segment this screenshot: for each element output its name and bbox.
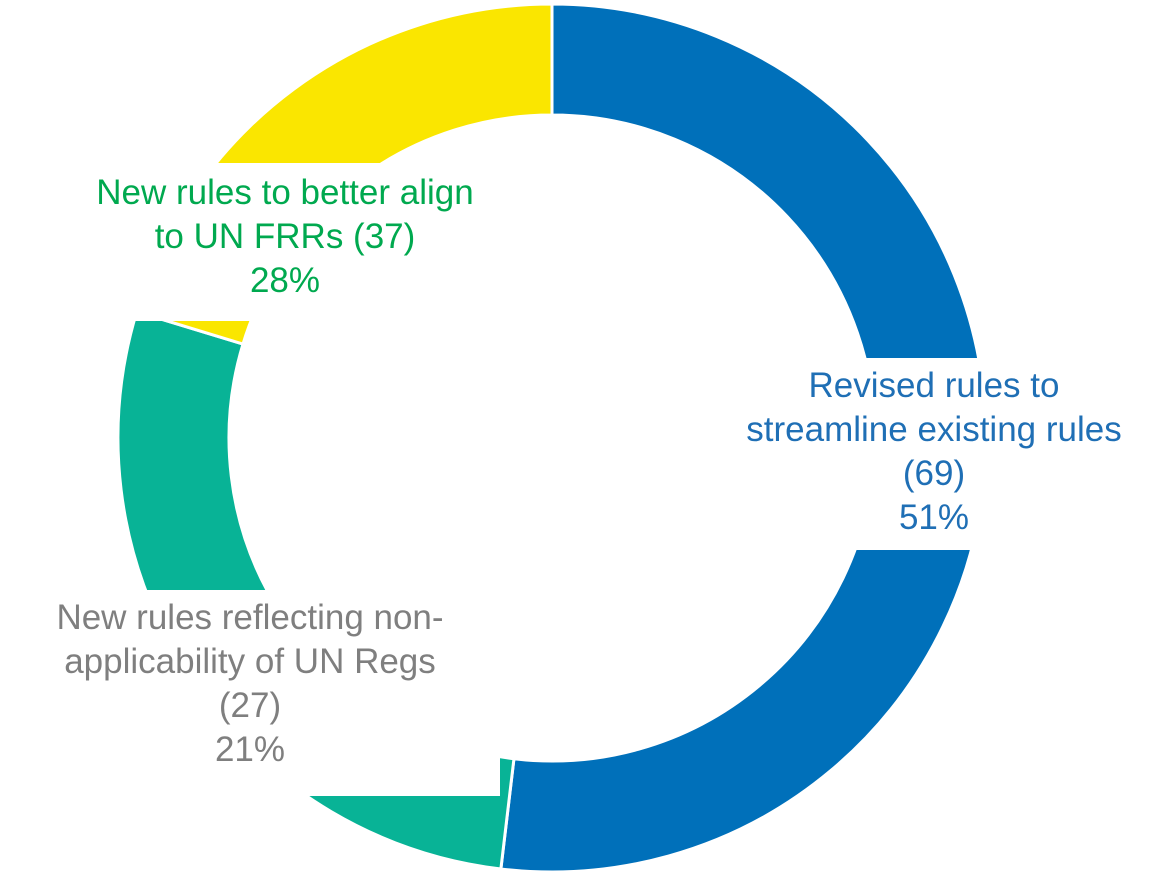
label-line: New rules to better align [96, 173, 474, 212]
label-percent: 28% [249, 261, 321, 300]
label-percent: 21% [214, 730, 286, 769]
label-percent: 51% [898, 498, 970, 537]
slice-label-non-applicability: New rules reflecting non- applicability … [0, 590, 500, 796]
label-line: applicability of UN Regs [64, 642, 436, 681]
label-line: to UN FRRs (37) [154, 217, 416, 256]
label-line: streamline existing rules [746, 410, 1122, 449]
label-line: (27) [218, 686, 282, 725]
label-line: Revised rules to [808, 366, 1060, 405]
slice-label-new-rules-align: New rules to better align to UN FRRs (37… [50, 163, 520, 321]
label-line: (69) [902, 454, 966, 493]
slice-label-revised-rules: Revised rules to streamline existing rul… [699, 358, 1169, 550]
label-line: New rules reflecting non- [56, 598, 444, 637]
